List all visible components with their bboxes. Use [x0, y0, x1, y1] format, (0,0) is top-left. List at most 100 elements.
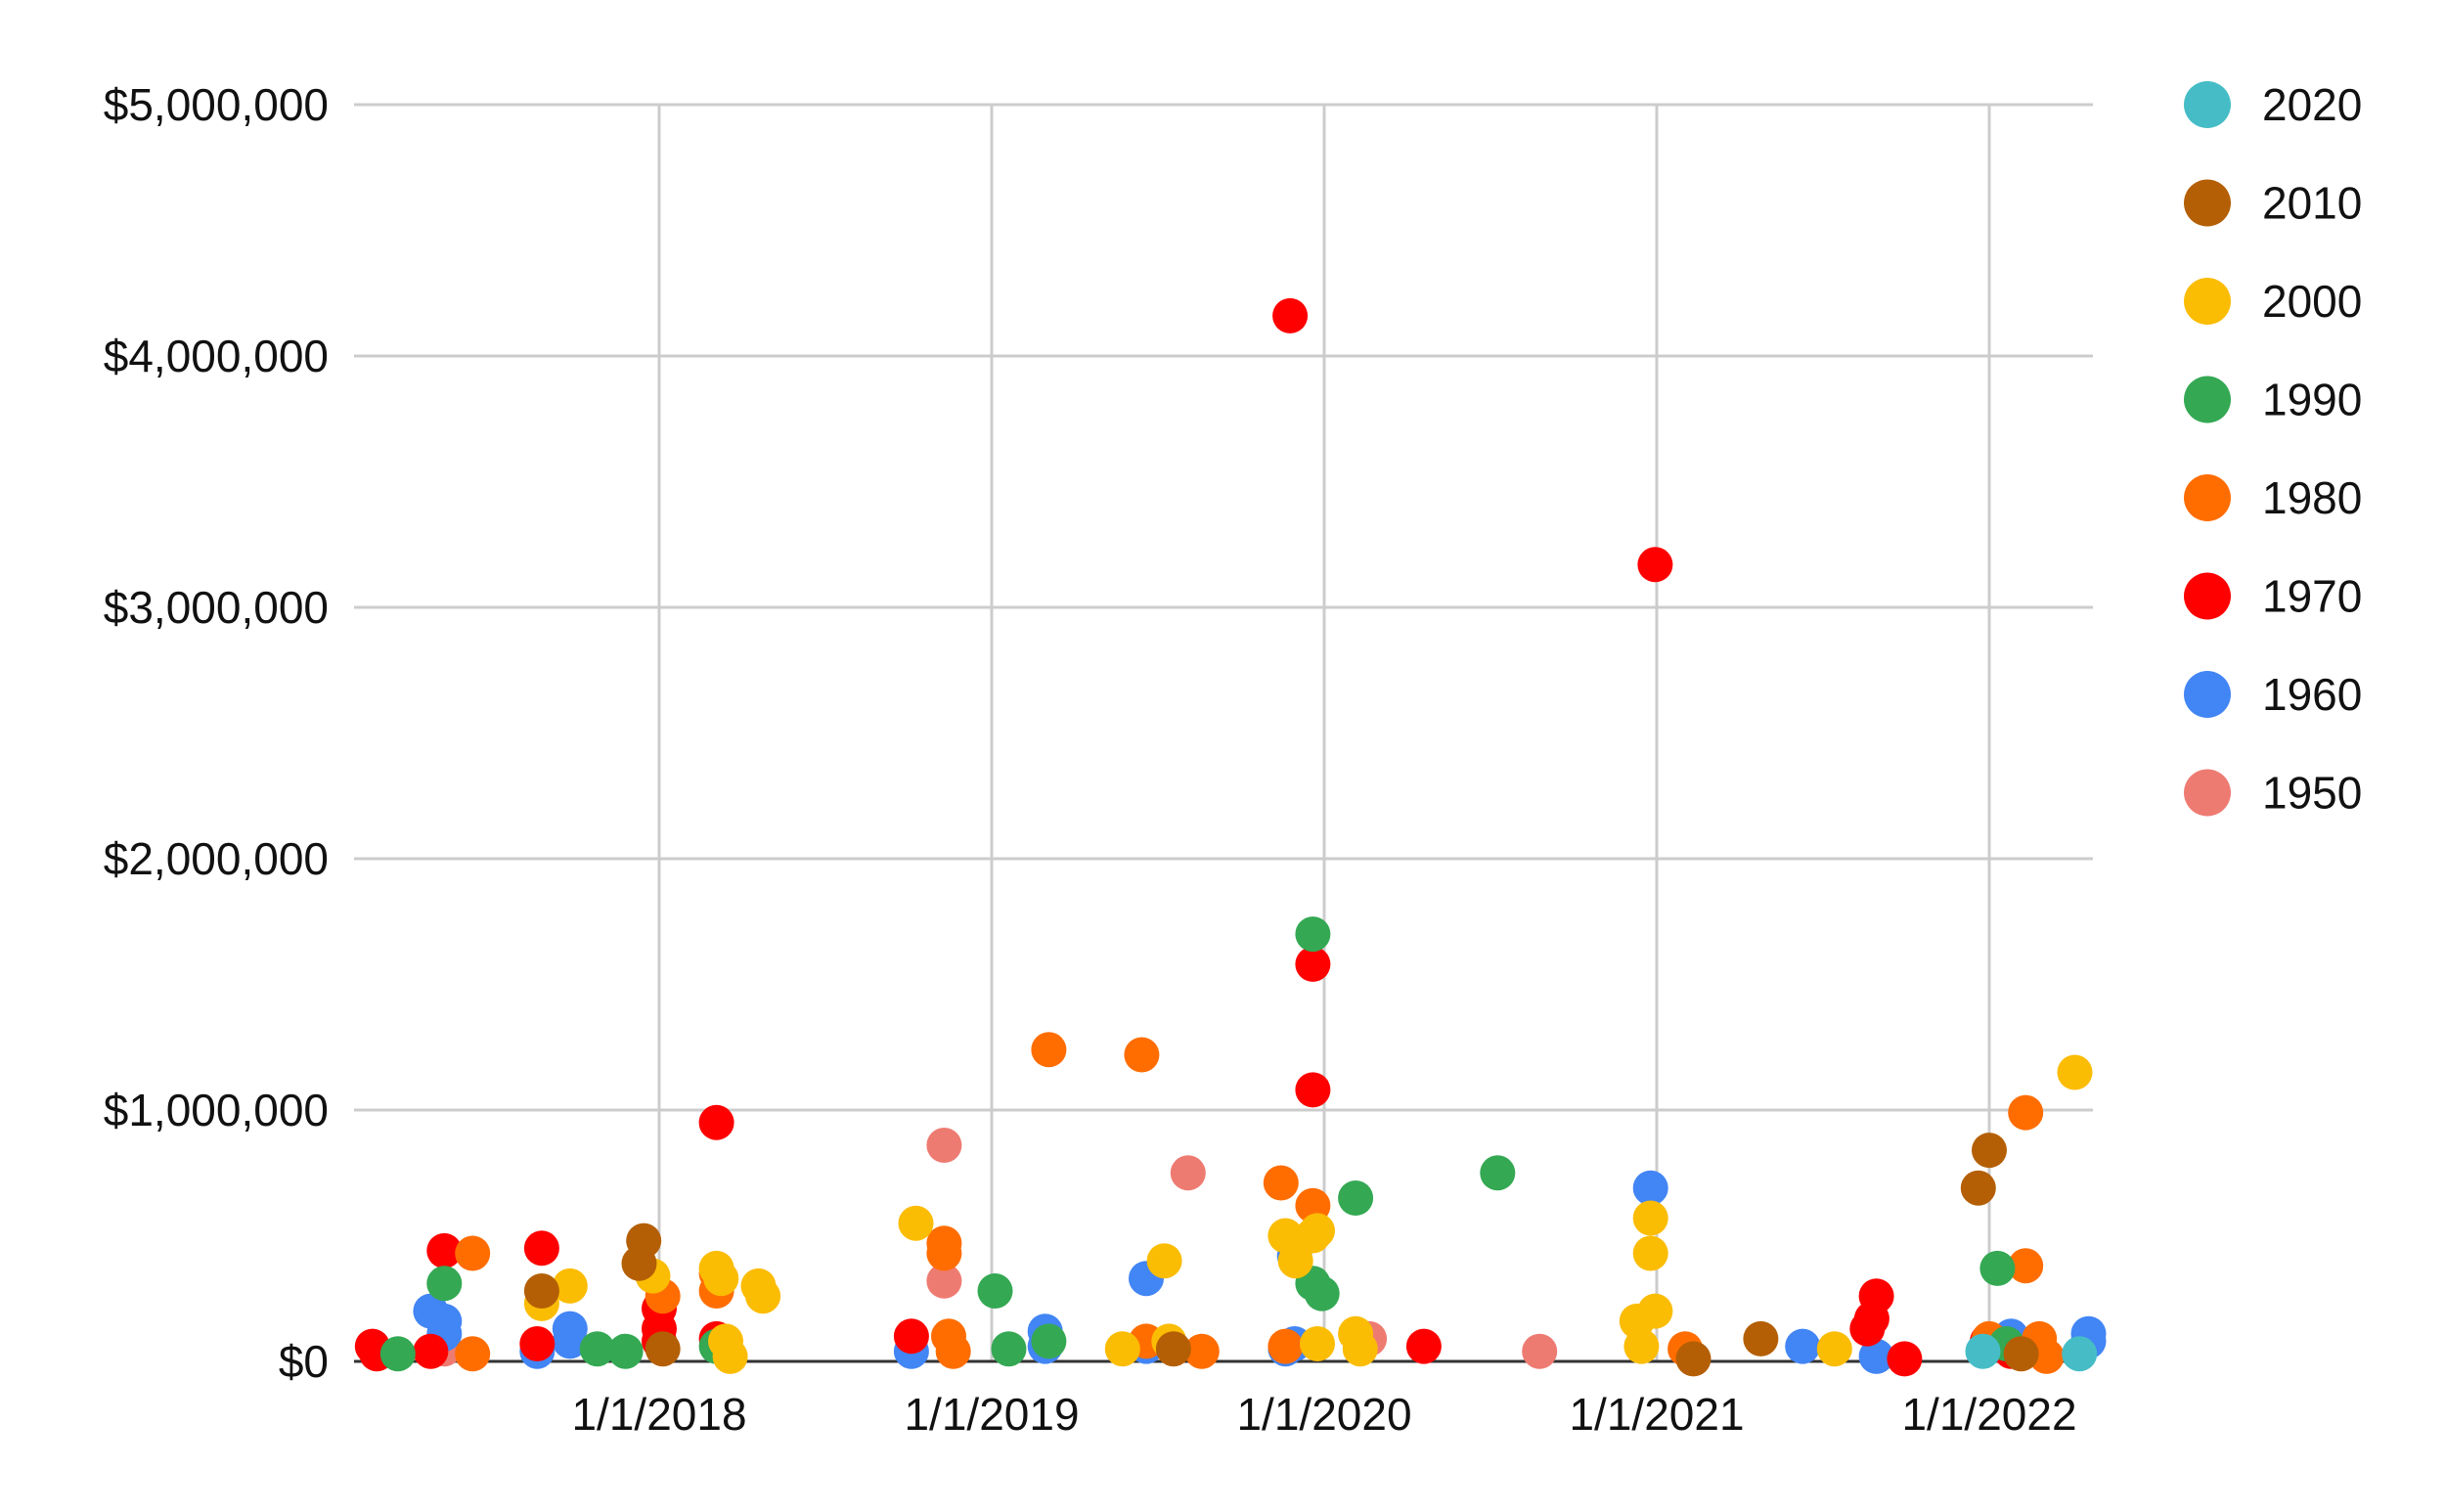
data-point-1950 — [1522, 1333, 1558, 1369]
data-point-1950 — [1170, 1155, 1206, 1191]
data-point-1980 — [926, 1235, 962, 1271]
data-point-2000 — [712, 1338, 748, 1374]
data-point-1970 — [1272, 297, 1309, 334]
data-point-1980 — [1183, 1333, 1220, 1369]
data-point-1990 — [379, 1336, 416, 1372]
data-point-2000 — [1146, 1243, 1182, 1279]
legend-marker-1980 — [2184, 474, 2231, 521]
legend-label-2000: 2000 — [2262, 276, 2362, 327]
data-point-2010 — [2003, 1336, 2039, 1372]
data-point-1980 — [2028, 1338, 2065, 1374]
data-point-1990 — [607, 1333, 644, 1369]
data-point-2010 — [1675, 1341, 1712, 1377]
data-point-1970 — [698, 1104, 734, 1140]
data-point-1980 — [455, 1235, 491, 1271]
data-point-1960 — [1632, 1170, 1668, 1206]
data-point-1990 — [1979, 1250, 2016, 1286]
legend-marker-2000 — [2184, 278, 2231, 325]
x-tick-label: 1/1/2020 — [1236, 1389, 1411, 1440]
data-point-1990 — [977, 1273, 1013, 1309]
data-point-2000 — [1300, 1213, 1335, 1249]
data-point-1990 — [1480, 1155, 1516, 1191]
data-point-2010 — [626, 1223, 662, 1259]
y-tick-label: $0 — [279, 1336, 329, 1387]
legend-marker-1950 — [2184, 769, 2231, 817]
data-point-2000 — [552, 1267, 588, 1304]
data-point-2000 — [745, 1278, 781, 1314]
data-point-2000 — [1277, 1243, 1313, 1279]
data-point-1970 — [1858, 1278, 1894, 1314]
data-point-2010 — [1972, 1133, 2007, 1169]
data-point-2000 — [1623, 1328, 1660, 1364]
y-tick-label: $2,000,000 — [104, 833, 329, 884]
legend-label-1970: 1970 — [2262, 571, 2362, 622]
data-point-2010 — [523, 1273, 559, 1309]
legend-label-1950: 1950 — [2262, 768, 2362, 819]
data-point-1980 — [2008, 1248, 2044, 1284]
data-point-2010 — [645, 1331, 681, 1367]
legend-marker-2010 — [2184, 179, 2231, 227]
data-point-1970 — [1637, 547, 1673, 583]
data-point-1970 — [1887, 1341, 1923, 1377]
data-point-1970 — [426, 1232, 463, 1268]
data-point-1980 — [935, 1333, 971, 1369]
data-point-1970 — [1295, 1072, 1331, 1108]
x-tick-label: 1/1/2019 — [904, 1389, 1079, 1440]
x-tick-label: 1/1/2021 — [1569, 1389, 1744, 1440]
grid — [354, 103, 2093, 1363]
data-point-1960 — [1785, 1328, 1821, 1364]
data-point-1970 — [519, 1326, 556, 1361]
data-point-1980 — [1124, 1037, 1160, 1073]
data-point-2020 — [2062, 1336, 2098, 1372]
data-point-1990 — [426, 1266, 463, 1302]
data-point-1960 — [552, 1323, 588, 1359]
legend-label-1990: 1990 — [2262, 375, 2362, 425]
data-point-1990 — [1304, 1275, 1340, 1312]
data-point-1970 — [413, 1333, 449, 1369]
data-point-1980 — [2008, 1094, 2044, 1131]
legend-marker-1990 — [2184, 376, 2231, 423]
x-axis: 1/1/2018 1/1/2019 1/1/2020 1/1/2021 1/1/2022 — [571, 1389, 2076, 1440]
data-point-1950 — [926, 1128, 962, 1163]
legend-label-2010: 2010 — [2262, 178, 2362, 229]
legend-marker-1960 — [2184, 671, 2231, 718]
y-axis: $0 $1,000,000 $2,000,000 $3,000,000 $4,000,0… — [104, 79, 329, 1387]
data-point-2010 — [1155, 1331, 1191, 1367]
data-point-1970 — [523, 1230, 559, 1267]
data-point-1980 — [1263, 1165, 1299, 1201]
data-point-2000 — [703, 1261, 739, 1297]
legend-marker-2020 — [2184, 81, 2231, 128]
data-point-1990 — [1338, 1180, 1374, 1216]
data-point-1990 — [991, 1331, 1027, 1367]
data-point-2000 — [1816, 1331, 1852, 1367]
legend-label-1960: 1960 — [2262, 669, 2362, 720]
data-point-2020 — [1965, 1333, 2001, 1369]
y-tick-label: $3,000,000 — [104, 582, 329, 633]
data-point-2010 — [1960, 1170, 1996, 1206]
data-point-1980 — [1031, 1032, 1067, 1068]
legend-label-1980: 1980 — [2262, 472, 2362, 523]
data-point-1950 — [926, 1263, 962, 1299]
legend: 2020 2010 2000 1990 1980 1970 1960 1950 — [2184, 79, 2362, 819]
legend-marker-1970 — [2184, 572, 2231, 620]
data-point-2000 — [2057, 1054, 2093, 1090]
data-point-1970 — [1405, 1328, 1442, 1364]
plot-area — [354, 297, 2107, 1377]
y-tick-label: $1,000,000 — [104, 1085, 329, 1135]
y-tick-label: $5,000,000 — [104, 79, 329, 130]
x-tick-label: 1/1/2022 — [1901, 1389, 2076, 1440]
data-point-2000 — [1342, 1331, 1378, 1367]
y-tick-label: $4,000,000 — [104, 331, 329, 381]
data-point-2010 — [1743, 1320, 1779, 1356]
data-point-2000 — [1104, 1331, 1140, 1367]
data-point-1990 — [1031, 1323, 1067, 1359]
data-point-1990 — [1295, 916, 1331, 953]
data-point-1960 — [1858, 1338, 1894, 1374]
data-point-1990 — [579, 1331, 615, 1367]
legend-label-2020: 2020 — [2262, 79, 2362, 130]
data-point-2000 — [1632, 1235, 1668, 1271]
data-point-2000 — [1637, 1293, 1673, 1329]
data-point-1970 — [1295, 946, 1331, 982]
data-point-2000 — [1300, 1326, 1335, 1361]
